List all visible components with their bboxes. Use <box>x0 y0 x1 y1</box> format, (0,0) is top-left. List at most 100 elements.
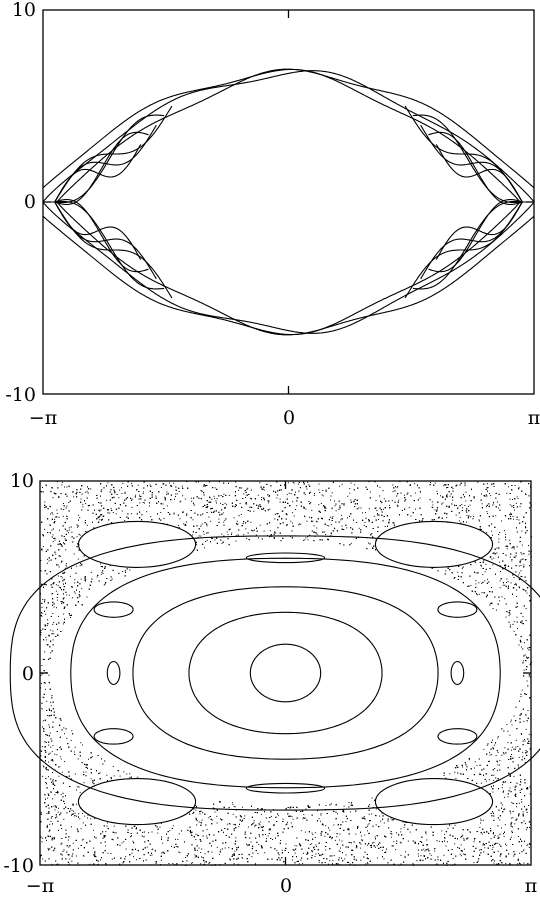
sea-point <box>203 531 204 533</box>
sea-point <box>398 499 400 501</box>
sea-point <box>368 481 370 483</box>
sea-point <box>311 509 313 511</box>
sea-point <box>504 796 506 798</box>
sea-point <box>505 862 507 864</box>
sea-point <box>302 818 304 820</box>
sea-point <box>61 828 63 829</box>
sea-point <box>438 840 440 842</box>
sea-point <box>90 818 92 820</box>
sea-point <box>186 514 188 516</box>
sea-point <box>325 534 327 535</box>
sea-point <box>347 517 348 519</box>
sea-point <box>76 565 78 567</box>
sea-point <box>286 525 288 527</box>
sea-point <box>318 818 320 820</box>
top-x-tick-minus-pi: −π <box>29 407 57 429</box>
sea-point <box>94 851 96 853</box>
sea-point <box>520 714 522 716</box>
sea-point <box>391 500 393 502</box>
sea-point <box>290 822 292 824</box>
sea-point <box>378 514 380 516</box>
sea-point <box>61 481 63 483</box>
sea-point <box>529 786 531 788</box>
sea-point <box>253 510 255 512</box>
sea-point <box>434 482 436 484</box>
sea-point <box>529 843 530 845</box>
sea-point <box>420 855 422 857</box>
sea-point <box>512 826 513 828</box>
sea-point <box>79 818 81 820</box>
sea-point <box>131 506 133 508</box>
sea-point <box>130 500 132 502</box>
sea-point <box>439 516 440 518</box>
sea-point <box>349 492 351 494</box>
sea-point <box>200 863 202 865</box>
sea-point <box>50 759 52 761</box>
sea-point <box>178 833 180 835</box>
sea-point <box>166 505 168 507</box>
sea-point <box>324 835 326 837</box>
sea-point <box>61 577 63 579</box>
sea-point <box>74 592 76 594</box>
sea-point <box>259 482 261 484</box>
sea-point <box>299 482 301 483</box>
sea-point <box>404 855 406 857</box>
sea-point <box>517 836 519 837</box>
sea-point <box>192 534 194 536</box>
top-lobe-1-3 <box>54 200 165 290</box>
sea-point <box>481 582 483 584</box>
sea-point <box>491 848 493 850</box>
sea-point <box>490 838 492 840</box>
sea-point <box>528 846 530 848</box>
sea-point <box>525 526 526 528</box>
sea-point <box>392 484 394 486</box>
sea-point <box>181 485 183 487</box>
sea-point <box>305 831 307 833</box>
sea-point <box>518 815 519 817</box>
sea-point <box>162 842 164 844</box>
sea-point <box>505 533 506 535</box>
sea-point <box>258 537 259 539</box>
sea-point <box>525 728 527 730</box>
sea-point <box>300 830 302 832</box>
sea-point <box>512 817 514 819</box>
sea-point <box>173 482 175 484</box>
sea-point <box>70 739 72 741</box>
sea-point <box>366 825 368 827</box>
sea-point <box>326 525 328 526</box>
sea-point <box>509 512 511 514</box>
sea-point <box>47 558 49 560</box>
sea-point <box>487 578 488 580</box>
sea-point <box>202 812 204 814</box>
sea-point <box>523 669 525 671</box>
sea-point <box>54 753 56 755</box>
sea-point <box>160 859 162 861</box>
sea-point <box>118 497 120 499</box>
sea-point <box>198 847 200 849</box>
sea-point <box>307 481 309 483</box>
sea-point <box>513 518 514 520</box>
sea-point <box>137 776 139 778</box>
sea-point <box>175 496 176 498</box>
sea-point <box>259 524 261 526</box>
sea-point <box>44 528 46 530</box>
sea-point <box>40 674 42 676</box>
sea-point <box>216 822 218 824</box>
sea-point <box>74 812 76 814</box>
sea-point <box>287 482 289 484</box>
sea-point <box>94 509 96 511</box>
sea-point <box>58 775 60 777</box>
sea-point <box>497 764 499 766</box>
sea-point <box>426 839 428 841</box>
sea-point <box>311 851 313 853</box>
sea-point <box>234 850 236 852</box>
sea-point <box>282 818 284 820</box>
sea-point <box>44 741 46 743</box>
sea-point <box>52 541 54 543</box>
sea-point <box>267 500 269 502</box>
sea-point <box>64 761 66 762</box>
sea-point <box>139 502 141 504</box>
sea-point <box>460 844 462 846</box>
top-lobe-2-2 <box>420 124 523 203</box>
sea-point <box>42 720 44 722</box>
